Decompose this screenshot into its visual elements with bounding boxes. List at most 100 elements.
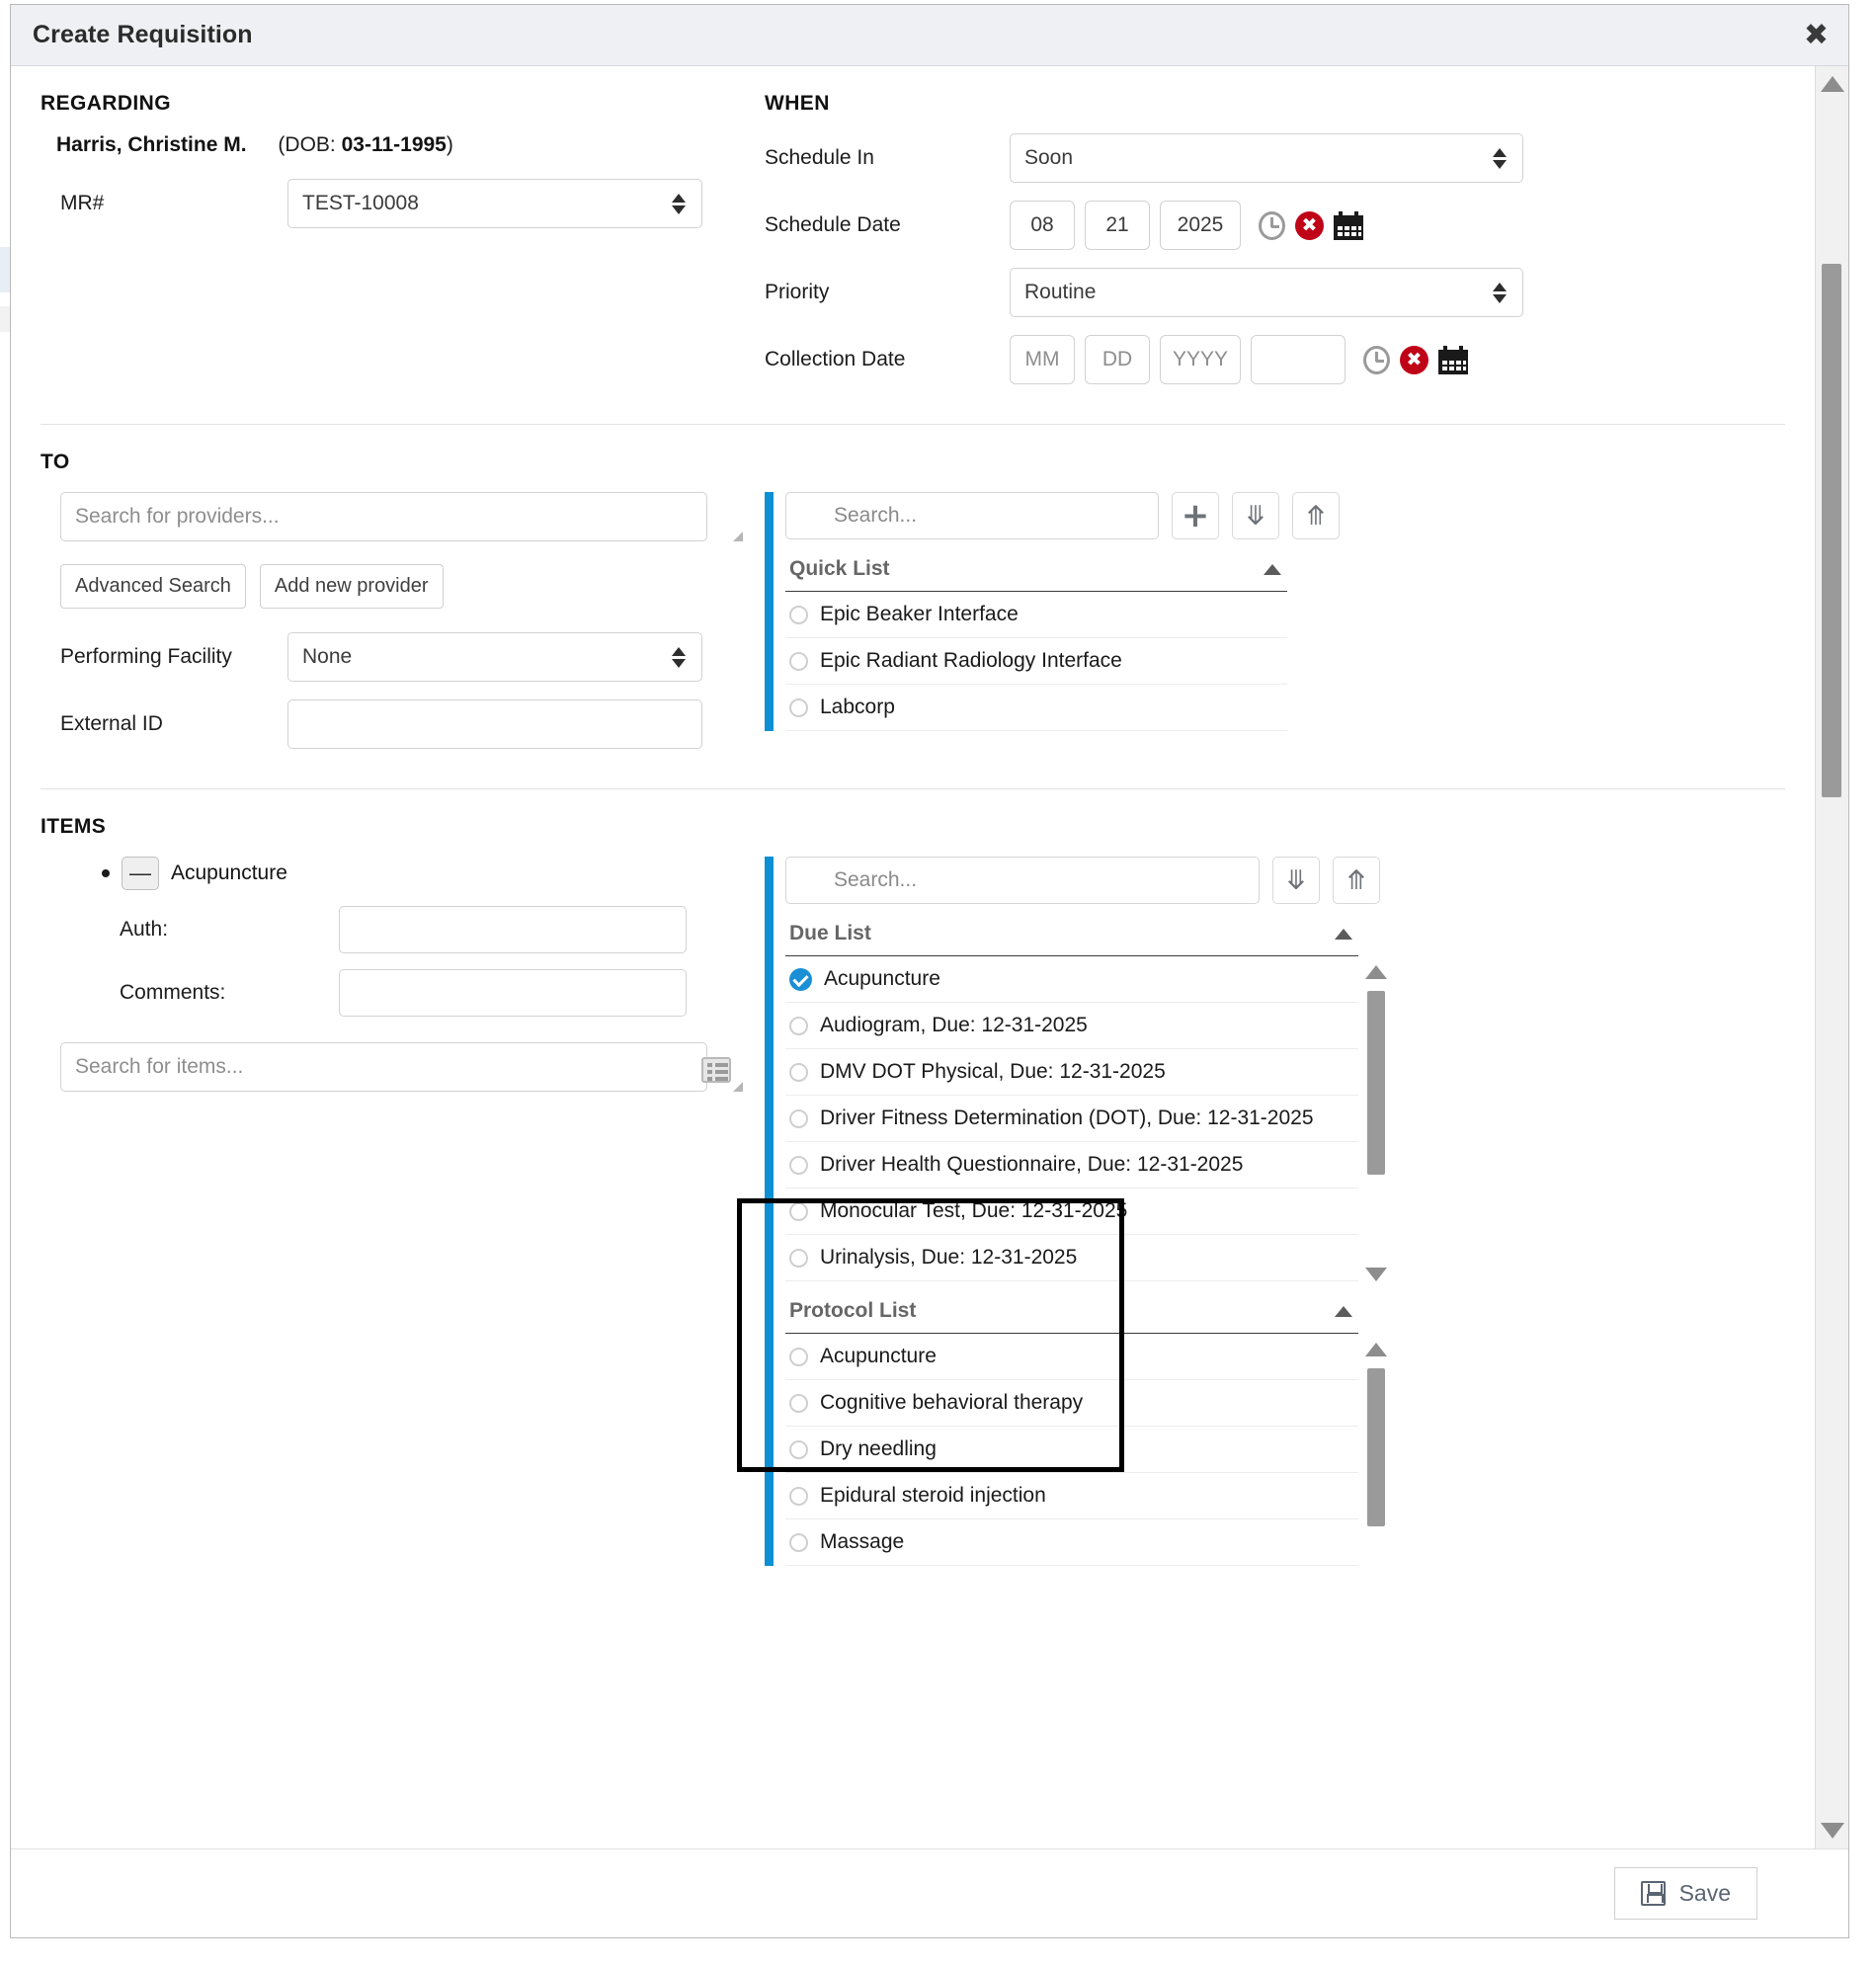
scroll-up-arrow-icon[interactable] — [1820, 76, 1844, 92]
when-column: WHEN Schedule In Soon Schedule Date — [747, 92, 1785, 402]
radio-icon[interactable] — [789, 1016, 808, 1035]
patient-name: Harris, Christine M. — [56, 133, 247, 156]
caret-up-icon[interactable] — [1335, 1305, 1352, 1317]
collection-date-group: MM DD YYYY ✖ — [1010, 335, 1468, 384]
collapse-all-button[interactable]: ⤊ — [1292, 492, 1340, 539]
schedule-date-label: Schedule Date — [765, 213, 901, 236]
resize-handle-icon[interactable] — [733, 532, 743, 541]
list-item[interactable]: Labcorp — [785, 685, 1287, 731]
performing-facility-value: None — [302, 645, 353, 668]
radio-icon[interactable] — [789, 697, 808, 717]
external-id-input[interactable] — [287, 699, 702, 749]
to-heading: TO — [41, 451, 70, 473]
resize-handle-icon[interactable] — [733, 1082, 743, 1092]
list-item[interactable]: DMV DOT Physical, Due: 12-31-2025 — [785, 1049, 1358, 1096]
radio-icon[interactable] — [789, 1393, 808, 1413]
radio-icon[interactable] — [789, 1155, 808, 1175]
scroll-up-arrow-icon[interactable] — [1365, 1343, 1387, 1356]
list-item[interactable]: Epidural steroid injection — [785, 1473, 1358, 1519]
caret-up-icon[interactable] — [1264, 563, 1281, 575]
radio-selected-icon[interactable] — [789, 967, 812, 991]
radio-icon[interactable] — [789, 1108, 808, 1128]
collection-date-year-input[interactable]: YYYY — [1160, 335, 1241, 384]
clock-icon[interactable] — [1363, 345, 1390, 374]
radio-icon[interactable] — [789, 1248, 808, 1268]
collection-date-month-input[interactable]: MM — [1010, 335, 1075, 384]
list-item[interactable]: Epic Radiant Radiology Interface — [785, 638, 1287, 685]
radio-icon[interactable] — [789, 1486, 808, 1506]
dialog-scrollbar[interactable] — [1815, 66, 1848, 1848]
list-item[interactable]: Driver Health Questionnaire, Due: 12-31-… — [785, 1142, 1358, 1189]
provider-search-input[interactable] — [60, 492, 707, 541]
list-item[interactable]: Urinalysis, Due: 12-31-2025 — [785, 1235, 1358, 1281]
scrollbar-thumb[interactable] — [1367, 1368, 1385, 1526]
caret-up-icon[interactable] — [1335, 928, 1352, 940]
quick-list-search-input[interactable]: Search... — [785, 492, 1159, 539]
items-section: ITEMS — Acupuncture Auth: — [41, 788, 1785, 1588]
close-icon[interactable]: ✖ — [1803, 17, 1829, 52]
list-item[interactable]: Dry needling — [785, 1427, 1358, 1473]
protocol-list-header[interactable]: Protocol List — [785, 1281, 1358, 1334]
list-item[interactable]: Cognitive behavioral therapy — [785, 1380, 1358, 1427]
radio-icon[interactable] — [789, 1532, 808, 1552]
radio-icon[interactable] — [789, 605, 808, 624]
save-button[interactable]: Save — [1613, 1867, 1757, 1920]
list-item[interactable]: Epic Beaker Interface — [785, 592, 1287, 638]
due-list-scrollbar[interactable] — [1362, 965, 1390, 1281]
performing-facility-select[interactable]: None — [287, 632, 702, 682]
radio-icon[interactable] — [789, 1347, 808, 1366]
auth-input[interactable] — [339, 906, 687, 953]
schedule-in-select[interactable]: Soon — [1010, 133, 1523, 183]
expand-all-button[interactable]: ⤋ — [1232, 492, 1279, 539]
collection-time-input[interactable] — [1251, 335, 1346, 384]
items-list-panel: Search... ⤋ ⤊ Due List — [765, 857, 1785, 1566]
calendar-icon[interactable] — [1334, 210, 1363, 240]
schedule-date-month-input[interactable]: 08 — [1010, 201, 1075, 250]
clock-icon[interactable] — [1259, 210, 1285, 240]
mr-select[interactable]: TEST-10008 — [287, 179, 702, 228]
list-item[interactable]: Massage — [785, 1519, 1358, 1566]
add-provider-list-button[interactable]: + — [1172, 492, 1219, 539]
scrollbar-thumb[interactable] — [1367, 991, 1385, 1175]
items-left-column: — Acupuncture Auth: Comments: — [41, 857, 747, 1566]
priority-value: Routine — [1024, 281, 1097, 303]
comments-row: Comments: — [120, 969, 747, 1017]
quick-list-header[interactable]: Quick List — [785, 539, 1287, 592]
auth-label: Auth: — [120, 918, 169, 941]
schedule-date-year-input[interactable]: 2025 — [1160, 201, 1241, 250]
collection-date-day-input[interactable]: DD — [1085, 335, 1150, 384]
clear-icon[interactable]: ✖ — [1295, 210, 1324, 240]
list-item[interactable]: Acupuncture — [785, 1334, 1358, 1380]
radio-icon[interactable] — [789, 1201, 808, 1221]
scrollbar-thumb[interactable] — [1822, 264, 1841, 797]
items-search-input[interactable]: Search... — [785, 857, 1260, 904]
item-search-input[interactable] — [60, 1042, 707, 1092]
comments-input[interactable] — [339, 969, 687, 1017]
scroll-down-arrow-icon[interactable] — [1820, 1823, 1844, 1839]
calendar-icon[interactable] — [1438, 345, 1468, 374]
scroll-up-arrow-icon[interactable] — [1365, 965, 1387, 979]
remove-item-button[interactable]: — — [122, 857, 159, 890]
due-list-header[interactable]: Due List — [785, 904, 1358, 956]
expand-all-button[interactable]: ⤋ — [1272, 857, 1320, 904]
add-new-provider-button[interactable]: Add new provider — [259, 564, 444, 609]
radio-icon[interactable] — [789, 1439, 808, 1459]
radio-icon[interactable] — [789, 1062, 808, 1082]
schedule-date-day-input[interactable]: 21 — [1085, 201, 1150, 250]
list-picker-icon[interactable] — [701, 1056, 731, 1083]
list-item-label: Acupuncture — [824, 967, 940, 990]
list-item[interactable]: Monocular Test, Due: 12-31-2025 — [785, 1189, 1358, 1235]
priority-select[interactable]: Routine — [1010, 268, 1523, 317]
list-item[interactable]: Acupuncture — [785, 956, 1358, 1003]
chevron-updown-icon — [1493, 282, 1507, 303]
list-item[interactable]: Audiogram, Due: 12-31-2025 — [785, 1003, 1358, 1049]
mr-select-value: TEST-10008 — [302, 192, 419, 214]
collapse-all-button[interactable]: ⤊ — [1333, 857, 1380, 904]
advanced-search-button[interactable]: Advanced Search — [60, 564, 246, 609]
protocol-list-scrollbar[interactable] — [1362, 1343, 1390, 1576]
list-item[interactable]: Driver Fitness Determination (DOT), Due:… — [785, 1096, 1358, 1142]
list-item-label: Dry needling — [820, 1437, 937, 1460]
scroll-down-arrow-icon[interactable] — [1365, 1268, 1387, 1281]
clear-icon[interactable]: ✖ — [1400, 345, 1428, 374]
radio-icon[interactable] — [789, 651, 808, 671]
